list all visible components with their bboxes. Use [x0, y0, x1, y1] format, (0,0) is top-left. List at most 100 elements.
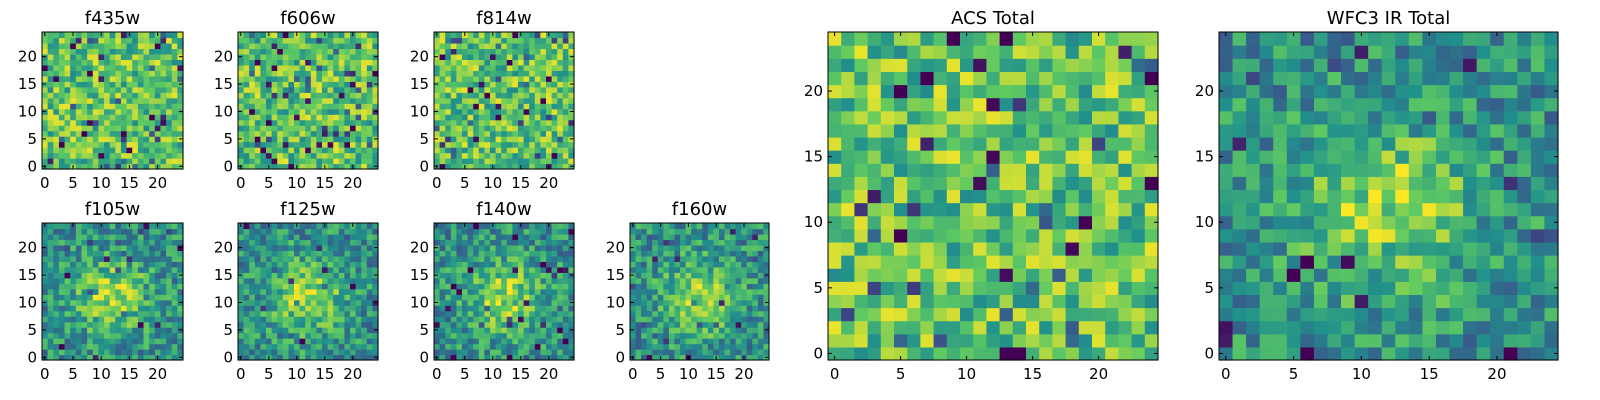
heatmap-cell [149, 327, 156, 334]
heatmap-cell [534, 158, 541, 165]
heatmap-cell [109, 103, 116, 110]
heatmap-cell [685, 228, 692, 235]
heatmap-cell [288, 125, 295, 132]
heatmap-cell [70, 327, 77, 334]
heatmap-cell [529, 244, 536, 251]
heatmap-cell [366, 349, 373, 356]
heatmap-cell [104, 64, 111, 71]
heatmap-cell [484, 75, 491, 82]
heatmap-cell [450, 349, 457, 356]
heatmap-cell [154, 272, 162, 279]
heatmap-cell [680, 228, 687, 235]
heatmap-cell [271, 255, 278, 262]
heatmap-cell [506, 48, 513, 55]
heatmap-cell [294, 343, 301, 350]
heatmap-cell [696, 305, 703, 312]
heatmap-cell [305, 114, 312, 121]
heatmap-cell [243, 255, 250, 262]
heatmap-cell [171, 327, 178, 334]
heatmap-cell [64, 305, 71, 312]
heatmap-cell [350, 48, 357, 55]
heatmap-cell [98, 48, 105, 55]
heatmap-cell [450, 136, 457, 143]
heatmap-cell [478, 103, 485, 110]
heatmap-cell [115, 158, 122, 165]
heatmap-cell [316, 338, 323, 345]
heatmap-cell [75, 277, 83, 284]
heatmap-cell [880, 333, 895, 348]
heatmap-cell [828, 241, 842, 256]
heatmap-cell [702, 272, 709, 279]
heatmap-cell [126, 125, 133, 132]
heatmap-cell [646, 283, 653, 290]
heatmap-cell [344, 70, 351, 77]
heatmap-cell [115, 152, 122, 159]
heatmap-cell [277, 163, 284, 170]
heatmap-cell [551, 152, 558, 159]
heatmap-cell [439, 108, 446, 115]
heatmap-cell [47, 136, 54, 143]
heatmap-cell [529, 108, 536, 115]
heatmap-cell [338, 272, 345, 279]
heatmap-cell [445, 349, 452, 356]
heatmap-cell [282, 244, 289, 251]
heatmap-cell [546, 343, 553, 350]
heatmap-cell [75, 37, 83, 44]
heatmap-cell [81, 299, 88, 306]
heatmap-cell [254, 86, 261, 93]
heatmap-cell [540, 349, 547, 356]
heatmap-cell [166, 294, 173, 301]
heatmap-cell [344, 119, 351, 126]
heatmap-cell [986, 241, 1001, 256]
heatmap-cell [64, 86, 71, 93]
heatmap-cell [445, 233, 452, 241]
heatmap-cell [282, 114, 289, 121]
heatmap-cell [534, 75, 541, 82]
heatmap-cell [546, 125, 553, 132]
heatmap-cell [120, 349, 128, 356]
heatmap-cell [316, 250, 323, 257]
heatmap-cell [92, 316, 99, 323]
heatmap-cell [707, 294, 714, 301]
heatmap-cell [741, 305, 748, 312]
heatmap-cell [920, 176, 935, 191]
heatmap-cell [143, 81, 150, 88]
heatmap-cell [266, 141, 273, 148]
heatmap-cell [75, 354, 83, 361]
heatmap-cell [132, 42, 139, 50]
heatmap-cell [462, 288, 469, 295]
heatmap-cell [512, 283, 519, 290]
heatmap-cell [467, 119, 474, 126]
heatmap-cell [154, 277, 162, 284]
heatmap-cell [344, 125, 351, 132]
heatmap-cell [523, 349, 530, 356]
heatmap-cell [137, 338, 145, 345]
heatmap-cell [143, 59, 150, 66]
heatmap-cell [149, 42, 156, 50]
heatmap-cell [132, 354, 139, 361]
heatmap-cell [473, 141, 480, 148]
heatmap-cell [467, 250, 474, 257]
heatmap-cell [462, 310, 469, 317]
heatmap-cell [115, 343, 122, 350]
heatmap-cell [53, 327, 60, 334]
heatmap-cell [143, 103, 150, 110]
heatmap-cell [366, 70, 373, 77]
heatmap-cell [104, 42, 111, 50]
heatmap-cell [668, 316, 676, 323]
heatmap-cell [462, 108, 469, 115]
heatmap-cell [154, 321, 162, 328]
heatmap-cell [641, 338, 648, 345]
heatmap-cell [450, 233, 457, 241]
heatmap-cell [490, 321, 497, 328]
heatmap-cell [299, 48, 306, 55]
heatmap-cell [177, 32, 184, 39]
heatmap-cell [473, 299, 480, 306]
heatmap-cell [467, 261, 474, 268]
heatmap-cell [568, 48, 575, 55]
heatmap-cell [523, 136, 530, 143]
heatmap-cell [115, 42, 122, 50]
heatmap-cell [1118, 294, 1133, 309]
heatmap-cell [310, 239, 317, 246]
